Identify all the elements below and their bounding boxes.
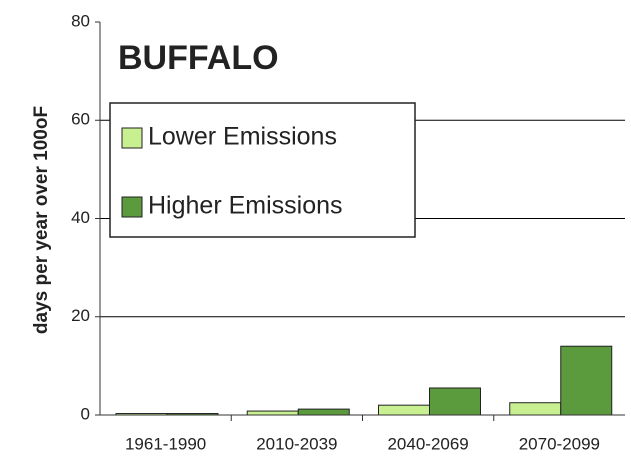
legend-label: Higher Emissions bbox=[148, 192, 343, 220]
y-axis-label: days per year over 100oF bbox=[31, 106, 52, 334]
x-tick-label: 2010-2039 bbox=[256, 434, 337, 453]
chart-title: BUFFALO bbox=[118, 39, 279, 77]
bar bbox=[246, 410, 299, 416]
x-tick-label: 2040-2069 bbox=[387, 434, 468, 453]
bar bbox=[378, 404, 430, 416]
legend-swatch bbox=[121, 127, 143, 149]
legend-label: Lower Emissions bbox=[148, 123, 337, 151]
x-tick-label: 1961-1990 bbox=[125, 434, 206, 453]
y-tick-label: 0 bbox=[81, 404, 90, 423]
y-tick-label: 60 bbox=[71, 110, 90, 129]
bar bbox=[297, 408, 350, 416]
bar bbox=[429, 387, 481, 416]
bar bbox=[509, 402, 562, 416]
bar bbox=[560, 345, 613, 416]
legend-swatch bbox=[121, 196, 143, 218]
x-tick-label: 2070-2099 bbox=[519, 434, 600, 453]
y-tick-label: 20 bbox=[71, 306, 90, 325]
legend-box bbox=[109, 102, 416, 238]
y-tick-label: 40 bbox=[71, 208, 90, 227]
y-tick-label: 80 bbox=[71, 11, 90, 30]
